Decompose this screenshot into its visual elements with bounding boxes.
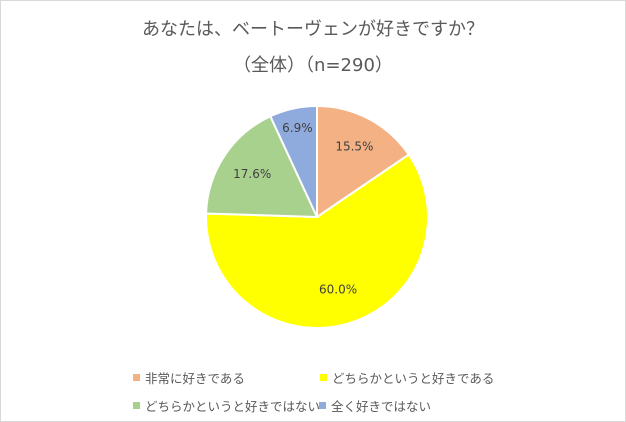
chart-subtitle: （全体）（n=290） [233, 55, 393, 76]
chart-title: あなたは、ベートーヴェンが好きですか？ [142, 19, 484, 40]
legend-item-somewhat-dislike[interactable]: どちらかというと好きではない [133, 396, 320, 415]
legend-swatch-icon [133, 374, 140, 381]
legend-item-somewhat-like[interactable]: どちらかというと好きである [320, 368, 494, 387]
legend-label: 全く好きではない [331, 399, 432, 414]
slice-very-like[interactable] [316, 104, 411, 219]
slice-not-like-at-all[interactable] [269, 104, 318, 218]
data-label: 60.0% [319, 282, 357, 296]
legend-swatch-icon [320, 374, 327, 381]
legend-label: 非常に好きである [145, 371, 245, 386]
legend-label: どちらかというと好きではない [145, 399, 321, 414]
slice-somewhat-like[interactable] [205, 153, 429, 329]
slice-somewhat-dislike[interactable] [205, 114, 319, 219]
legend-swatch-icon [133, 402, 140, 409]
legend-item-not-like-at-all[interactable]: 全く好きではない [319, 396, 431, 415]
data-label: 15.5% [335, 139, 373, 153]
data-label: 6.9% [282, 121, 313, 135]
legend-label: どちらかというと好きである [332, 371, 495, 386]
legend-swatch-icon [319, 402, 326, 409]
legend-item-very-like[interactable]: 非常に好きである [133, 368, 245, 387]
data-label: 17.6% [233, 167, 271, 181]
